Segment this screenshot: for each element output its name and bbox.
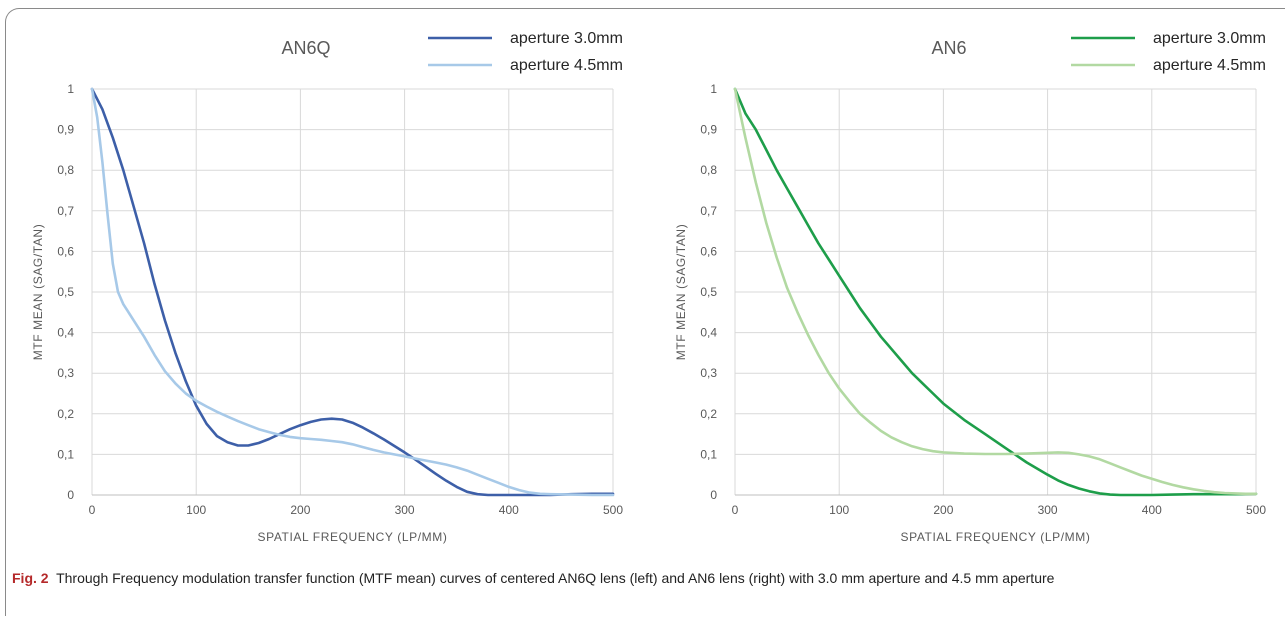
an6q-y-tick-label: 0,7 <box>57 204 74 218</box>
an6q-series-line-2 <box>90 87 615 497</box>
an6-series-line-2 <box>733 87 1258 496</box>
an6q-x-tick-label: 0 <box>89 503 96 517</box>
an6q-x-tick-label: 100 <box>186 503 206 517</box>
an6-x-tick-label: 200 <box>933 503 953 517</box>
caption-label: Fig. 2 <box>12 570 49 586</box>
chart-an6: 0 100 200 300 400 500 0 0,1 0,2 0,3 0,4 0,5 0,6 0,7 0,… <box>674 30 1266 544</box>
an6q-y-tick-label: 0,6 <box>57 244 74 258</box>
an6-y-tick-label: 0,7 <box>700 204 717 218</box>
an6q-y-tick-label: 1 <box>67 82 74 96</box>
an6q-x-tick-label: 200 <box>290 503 310 517</box>
an6q-x-axis-title: SPATIAL FREQUENCY (LP/MM) <box>258 530 448 544</box>
an6-x-tick-label: 0 <box>732 503 739 517</box>
an6-chart-title: AN6 <box>931 38 966 58</box>
an6-y-tick-label: 0 <box>710 488 717 502</box>
an6-x-axis-title: SPATIAL FREQUENCY (LP/MM) <box>901 530 1091 544</box>
an6q-y-tick-label: 0,8 <box>57 163 74 177</box>
an6q-legend-label-2: aperture 4.5mm <box>510 57 623 74</box>
an6q-x-tick-label: 400 <box>499 503 519 517</box>
an6q-y-tick-label: 0,2 <box>57 407 74 421</box>
an6-legend-label-2: aperture 4.5mm <box>1153 57 1266 74</box>
an6-y-tick-label: 0,9 <box>700 123 717 137</box>
an6-x-tick-label: 500 <box>1246 503 1266 517</box>
an6q-y-tick-label: 0,9 <box>57 123 74 137</box>
an6q-y-tick-label: 0,5 <box>57 285 74 299</box>
an6-series-line-1 <box>733 87 1258 497</box>
an6-x-tick-label: 400 <box>1142 503 1162 517</box>
an6q-chart-title: AN6Q <box>281 38 330 58</box>
an6q-x-tick-label: 300 <box>395 503 415 517</box>
an6q-series-line-1 <box>90 87 615 497</box>
an6q-legend-label-1: aperture 3.0mm <box>510 30 623 47</box>
an6-x-tick-label: 300 <box>1038 503 1058 517</box>
an6q-y-tick-label: 0,1 <box>57 447 74 461</box>
figure-caption: Fig. 2 Through Frequency modulation tran… <box>12 569 1280 588</box>
an6q-y-tick-label: 0 <box>67 488 74 502</box>
an6q-y-tick-label: 0,4 <box>57 326 74 340</box>
an6-y-tick-label: 0,2 <box>700 407 717 421</box>
an6-y-tick-label: 1 <box>710 82 717 96</box>
an6-y-tick-label: 0,3 <box>700 366 717 380</box>
chart-an6q: 0 100 200 300 400 500 0 0,1 0,2 0,3 0,4 0,5 0,6 0,7 0,… <box>31 30 623 544</box>
an6-x-tick-label: 100 <box>829 503 849 517</box>
an6q-y-axis-title: MTF MEAN (SAG/TAN) <box>31 224 45 361</box>
an6q-y-tick-label: 0,3 <box>57 366 74 380</box>
figure-frame <box>5 8 1285 616</box>
an6-y-tick-label: 0,1 <box>700 447 717 461</box>
an6q-x-tick-label: 500 <box>603 503 623 517</box>
an6-y-axis-title: MTF MEAN (SAG/TAN) <box>674 224 688 361</box>
an6-legend-label-1: aperture 3.0mm <box>1153 30 1266 47</box>
an6-y-tick-label: 0,4 <box>700 326 717 340</box>
an6-y-tick-label: 0,8 <box>700 163 717 177</box>
an6-y-tick-label: 0,6 <box>700 244 717 258</box>
caption-text: Through Frequency modulation transfer fu… <box>56 570 1055 586</box>
an6-y-tick-label: 0,5 <box>700 285 717 299</box>
